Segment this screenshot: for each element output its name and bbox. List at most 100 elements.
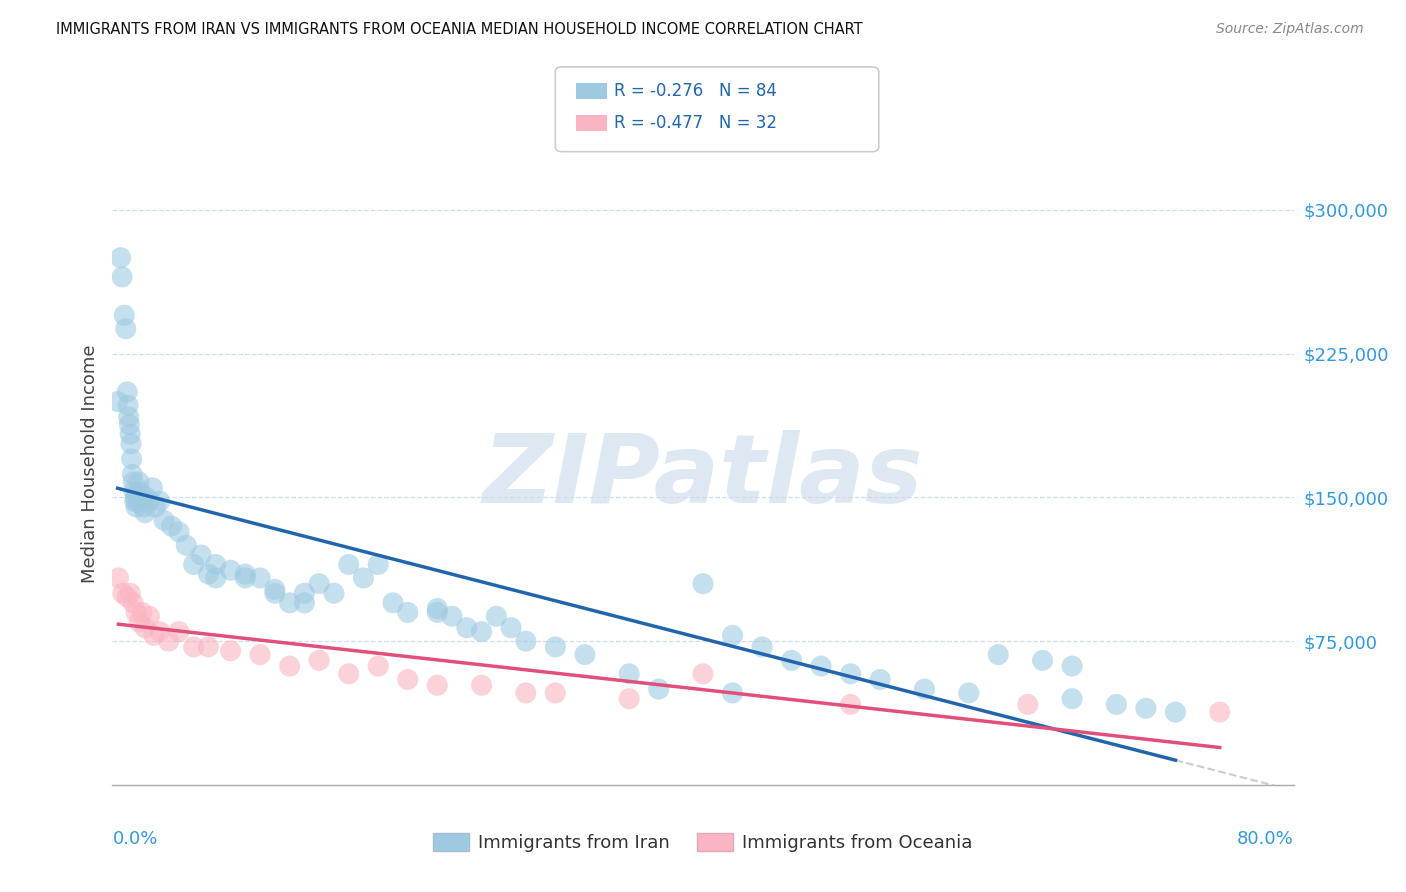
- Point: [292, 586, 315, 600]
- Point: [456, 621, 478, 635]
- Point: [132, 500, 155, 514]
- Point: [120, 586, 142, 600]
- Point: [167, 624, 190, 639]
- Point: [957, 686, 980, 700]
- Point: [352, 571, 374, 585]
- Point: [153, 513, 176, 527]
- Text: ZIPatlas: ZIPatlas: [482, 430, 924, 524]
- Point: [125, 494, 148, 508]
- Y-axis label: Median Household Income: Median Household Income: [80, 344, 98, 583]
- Legend: Immigrants from Iran, Immigrants from Oceania: Immigrants from Iran, Immigrants from Oc…: [426, 826, 980, 859]
- Point: [869, 673, 891, 687]
- Point: [323, 586, 346, 600]
- Point: [647, 682, 671, 697]
- Point: [367, 659, 389, 673]
- Point: [118, 417, 141, 432]
- Point: [1208, 705, 1232, 719]
- Point: [117, 398, 139, 412]
- Point: [111, 586, 134, 600]
- Point: [157, 634, 180, 648]
- Point: [219, 563, 242, 577]
- Point: [1135, 701, 1157, 715]
- Point: [205, 558, 228, 572]
- Point: [120, 427, 142, 442]
- Point: [107, 394, 129, 409]
- Point: [278, 596, 301, 610]
- Point: [121, 467, 143, 482]
- Point: [264, 582, 287, 597]
- Point: [183, 558, 205, 572]
- Point: [125, 606, 148, 620]
- Point: [190, 548, 212, 562]
- Point: [143, 500, 166, 514]
- Point: [149, 624, 172, 639]
- Point: [692, 576, 714, 591]
- Point: [1164, 705, 1187, 719]
- Point: [441, 609, 464, 624]
- Point: [131, 606, 153, 620]
- Point: [810, 659, 832, 673]
- Point: [134, 506, 156, 520]
- Point: [619, 666, 641, 681]
- Point: [128, 475, 150, 489]
- Point: [128, 615, 150, 629]
- Point: [692, 666, 714, 681]
- Point: [197, 640, 219, 654]
- Point: [780, 653, 803, 667]
- Point: [574, 648, 596, 662]
- Point: [367, 558, 389, 572]
- Point: [129, 484, 152, 499]
- Text: 80.0%: 80.0%: [1237, 830, 1294, 848]
- Point: [167, 524, 190, 539]
- Point: [121, 452, 143, 467]
- Point: [337, 558, 360, 572]
- Point: [114, 321, 136, 335]
- Point: [1032, 653, 1054, 667]
- Point: [987, 648, 1010, 662]
- Point: [197, 567, 219, 582]
- Text: R = -0.477   N = 32: R = -0.477 N = 32: [614, 114, 778, 132]
- Point: [426, 678, 449, 692]
- Point: [485, 609, 508, 624]
- Point: [308, 576, 330, 591]
- Point: [205, 571, 228, 585]
- Point: [124, 491, 146, 505]
- Point: [120, 436, 142, 450]
- Point: [515, 686, 537, 700]
- Point: [264, 586, 287, 600]
- Point: [122, 596, 145, 610]
- Point: [426, 606, 449, 620]
- Point: [721, 628, 744, 642]
- Point: [110, 251, 132, 265]
- Point: [426, 601, 449, 615]
- Point: [396, 606, 419, 620]
- Point: [174, 538, 197, 552]
- Point: [249, 648, 271, 662]
- Point: [721, 686, 744, 700]
- Point: [619, 691, 641, 706]
- Point: [515, 634, 537, 648]
- Point: [219, 644, 242, 658]
- Point: [396, 673, 419, 687]
- Point: [142, 628, 165, 642]
- Text: Source: ZipAtlas.com: Source: ZipAtlas.com: [1216, 22, 1364, 37]
- Point: [127, 486, 149, 500]
- Point: [149, 494, 172, 508]
- Point: [470, 624, 494, 639]
- Point: [135, 491, 157, 505]
- Point: [122, 484, 145, 499]
- Point: [249, 571, 271, 585]
- Point: [470, 678, 494, 692]
- Point: [839, 698, 862, 712]
- Point: [544, 686, 567, 700]
- Point: [337, 666, 360, 681]
- Point: [117, 590, 138, 604]
- Point: [138, 609, 160, 624]
- Point: [141, 481, 163, 495]
- Point: [112, 308, 135, 322]
- Point: [117, 384, 138, 399]
- Point: [107, 571, 129, 585]
- Point: [233, 571, 256, 585]
- Point: [118, 409, 141, 424]
- Point: [501, 621, 523, 635]
